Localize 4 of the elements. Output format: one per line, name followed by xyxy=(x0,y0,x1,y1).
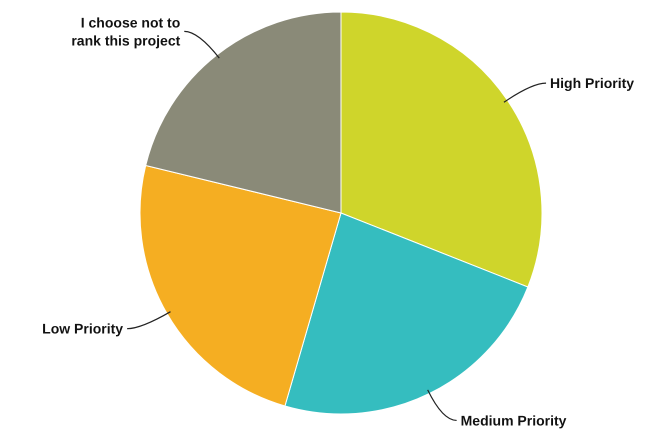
slice-label: Medium Priority xyxy=(460,412,567,428)
slice-label: High Priority xyxy=(550,75,634,92)
slice-label: I choose not to rank this project xyxy=(71,14,181,48)
slice-label: Low Priority xyxy=(42,320,124,337)
